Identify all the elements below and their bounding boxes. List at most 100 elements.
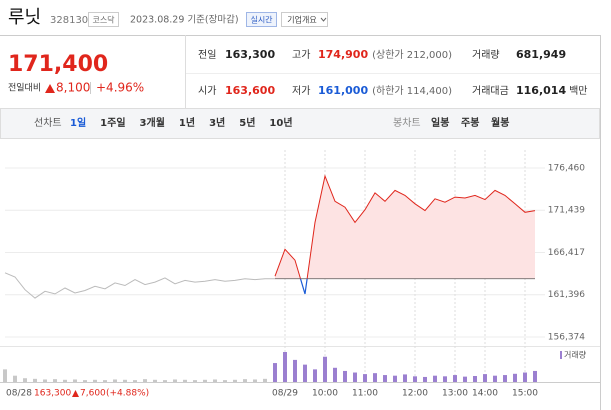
volume-bar bbox=[213, 379, 217, 382]
prev-change: 7,600 bbox=[80, 389, 106, 399]
volume-bar bbox=[3, 369, 7, 382]
volume-bar bbox=[313, 369, 317, 382]
tab[interactable]: 1일 bbox=[70, 116, 86, 129]
tab[interactable]: 월봉 bbox=[491, 117, 509, 129]
market: 코스닥 bbox=[92, 15, 115, 25]
volume-bar bbox=[63, 379, 67, 382]
volume-bar bbox=[383, 375, 387, 382]
volume-bar bbox=[43, 379, 47, 382]
dropdown-icon bbox=[320, 17, 327, 22]
change-label: 전일대비 bbox=[8, 83, 41, 94]
tab[interactable]: 3년 bbox=[209, 116, 225, 129]
volume-bar bbox=[393, 375, 397, 382]
volume-bar bbox=[253, 379, 257, 382]
tab-bar bbox=[0, 108, 600, 139]
current-price: 171,400 bbox=[8, 52, 108, 77]
volume-bar bbox=[333, 367, 337, 382]
volume-bar bbox=[73, 379, 77, 382]
volume-bar bbox=[523, 372, 527, 382]
stat-label: 거래량 bbox=[472, 49, 500, 61]
stat-note: (하한가 114,400) bbox=[372, 84, 452, 97]
volume-bar bbox=[363, 374, 367, 382]
legend-swatch bbox=[560, 351, 562, 359]
volume-bar bbox=[23, 378, 27, 382]
stat-label: 시가 bbox=[198, 85, 216, 97]
stat-value: 163,300 bbox=[225, 48, 275, 61]
stat-value: 174,900 bbox=[318, 48, 368, 61]
stat-label: 거래대금 bbox=[472, 85, 509, 97]
volume-bar bbox=[353, 372, 357, 382]
price-line bbox=[274, 174, 536, 279]
x-tick-label: 13:00 bbox=[442, 389, 468, 399]
change-rate: +4.96% bbox=[96, 81, 144, 95]
x-tick-label: 12:00 bbox=[402, 389, 428, 399]
price-line bbox=[4, 272, 275, 299]
tab[interactable]: 5년 bbox=[239, 116, 255, 129]
volume-bar bbox=[533, 370, 537, 382]
stat-value: 161,000 bbox=[318, 84, 368, 97]
up-arrow bbox=[72, 390, 79, 397]
overview[interactable]: 기업개요 bbox=[287, 15, 316, 25]
volume-bar bbox=[463, 376, 467, 382]
prev-rate: (+4.88%) bbox=[106, 389, 149, 399]
prev-day: 08/28 bbox=[6, 389, 32, 399]
volume-bar bbox=[473, 376, 477, 382]
volume-label: 거래량 bbox=[564, 350, 587, 360]
tab[interactable]: 일봉 bbox=[431, 116, 449, 129]
y-tick-label: 171,439 bbox=[548, 206, 585, 216]
realtime-badge[interactable] bbox=[246, 12, 277, 27]
volume-bar bbox=[193, 380, 197, 382]
volume-bar bbox=[503, 375, 507, 382]
volume-bar bbox=[493, 375, 497, 382]
up-arrow bbox=[45, 84, 55, 93]
volume-bar bbox=[113, 379, 117, 382]
volume-bar bbox=[433, 375, 437, 382]
volume-bar bbox=[373, 373, 377, 382]
tab-label: 봉차트 bbox=[393, 117, 421, 129]
volume-bar bbox=[103, 380, 107, 382]
stat-value: 116,014 bbox=[516, 84, 566, 97]
market-badge bbox=[88, 12, 119, 27]
tab[interactable]: 1년 bbox=[179, 116, 195, 129]
volume-bar bbox=[173, 379, 177, 382]
volume-bar bbox=[93, 379, 97, 382]
volume-bar bbox=[443, 376, 447, 382]
x-tick-label: 14:00 bbox=[472, 389, 498, 399]
tab[interactable]: 1주일 bbox=[100, 116, 125, 129]
tab[interactable]: 10년 bbox=[269, 116, 292, 129]
tab-label: 선차트 bbox=[34, 117, 62, 129]
stat-unit: 백만 bbox=[569, 85, 587, 97]
volume-bar bbox=[283, 352, 287, 382]
volume-bar bbox=[343, 370, 347, 382]
volume-bar bbox=[453, 375, 457, 382]
volume-bar bbox=[423, 376, 427, 382]
volume-bar bbox=[223, 380, 227, 382]
volume-bar bbox=[143, 379, 147, 382]
tab[interactable]: 3개월 bbox=[140, 116, 165, 129]
volume-bar bbox=[233, 379, 237, 382]
volume-bar bbox=[513, 373, 517, 382]
stock-code: 328130 bbox=[50, 15, 88, 26]
y-tick-label: 161,396 bbox=[548, 290, 585, 300]
volume-bar bbox=[33, 378, 37, 382]
volume-bar bbox=[153, 379, 157, 382]
volume-bar bbox=[413, 376, 417, 382]
area bbox=[275, 176, 535, 279]
volume-bar bbox=[303, 364, 307, 382]
stock-name: 루닛 bbox=[8, 7, 41, 28]
x-tick-label: 11:00 bbox=[352, 389, 378, 399]
realtime[interactable]: 실시간 bbox=[250, 15, 273, 25]
volume-bar bbox=[83, 380, 87, 382]
volume-bar bbox=[123, 379, 127, 382]
volume-bar bbox=[273, 363, 277, 382]
volume-bar bbox=[263, 378, 267, 382]
stat-value: 163,600 bbox=[225, 84, 275, 97]
tab[interactable]: 주봉 bbox=[461, 117, 479, 129]
volume-bar bbox=[183, 379, 187, 382]
overview-button[interactable] bbox=[281, 12, 328, 27]
volume-bar bbox=[203, 379, 207, 382]
date: 2023.08.29 기준(장마감) bbox=[130, 14, 239, 26]
volume-bar bbox=[53, 379, 57, 382]
